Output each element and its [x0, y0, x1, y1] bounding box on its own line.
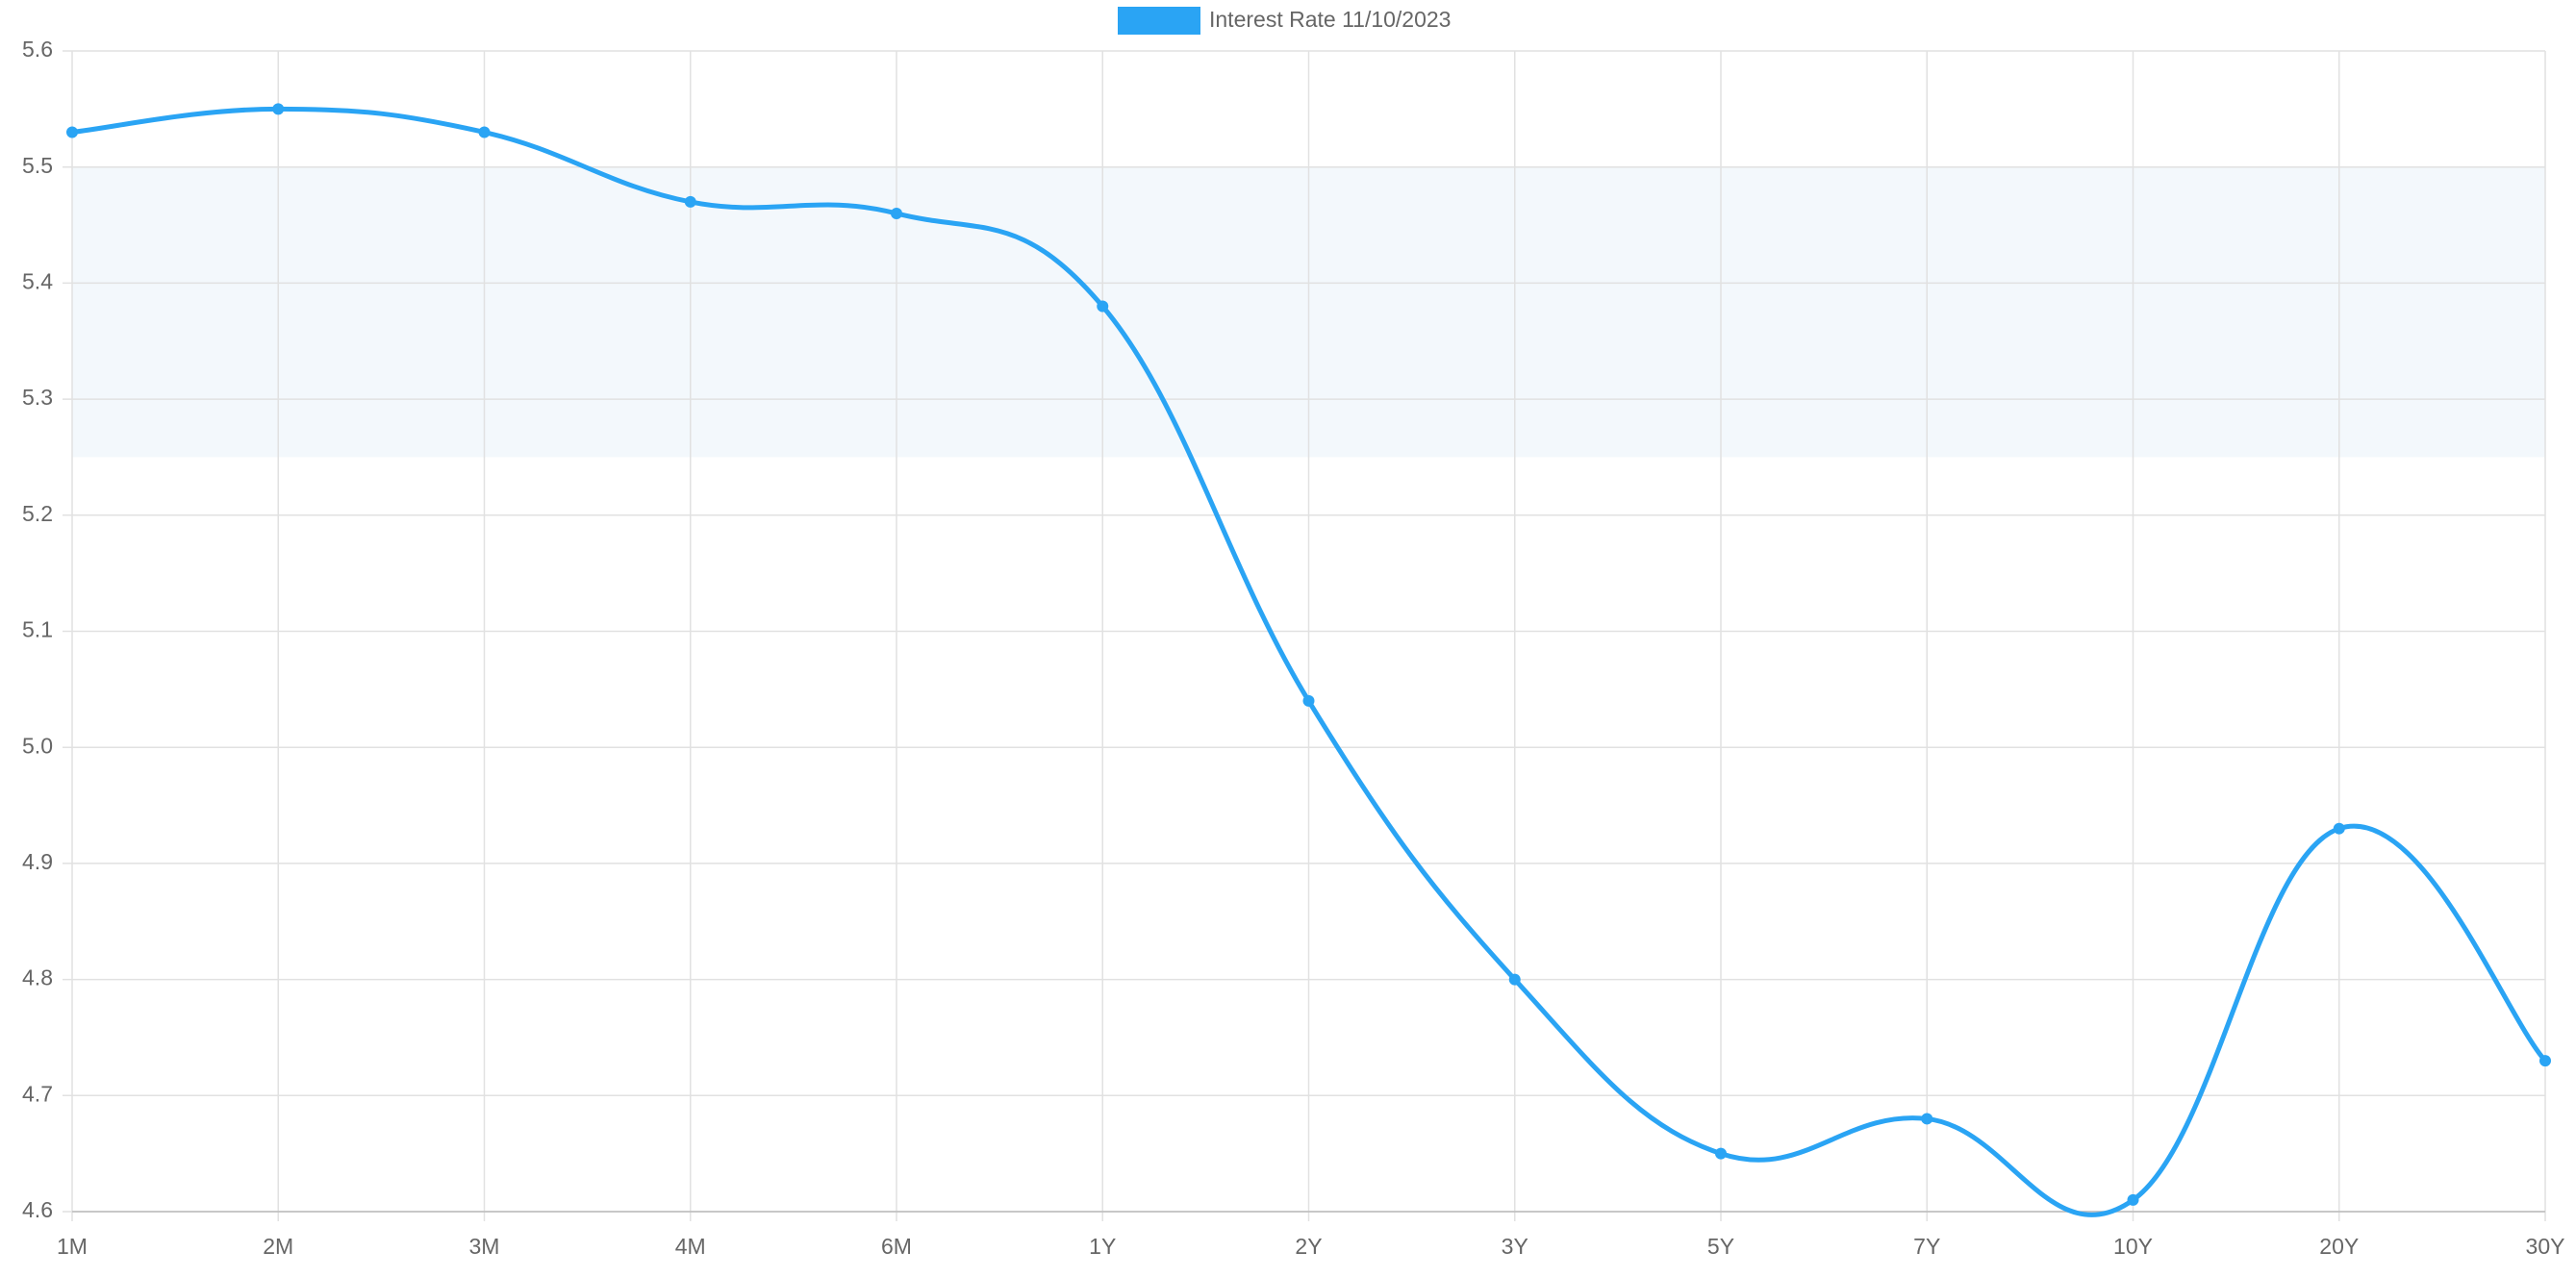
- x-tick-label: 1Y: [1089, 1234, 1116, 1259]
- data-point: [891, 207, 902, 219]
- data-point: [1715, 1147, 1727, 1160]
- data-point: [2127, 1193, 2139, 1206]
- y-tick-label: 4.7: [22, 1081, 53, 1106]
- y-tick-label: 4.8: [22, 965, 53, 990]
- series-line: [71, 106, 2547, 1217]
- x-tick-label: 20Y: [2319, 1234, 2359, 1259]
- data-point: [1302, 694, 1315, 707]
- y-tick-label: 4.9: [22, 849, 53, 874]
- y-tick-label: 5.5: [22, 153, 53, 178]
- data-point: [272, 103, 285, 115]
- y-tick-label: 5.0: [22, 733, 53, 758]
- legend-label: Interest Rate 11/10/2023: [1209, 7, 1451, 32]
- data-point: [1921, 1113, 1933, 1125]
- legend-swatch: [1118, 7, 1200, 35]
- data-point: [2333, 822, 2345, 835]
- y-tick-label: 5.2: [22, 501, 53, 526]
- x-tick-label: 4M: [675, 1234, 706, 1259]
- y-tick-label: 5.3: [22, 385, 53, 410]
- x-tick-label: 7Y: [1913, 1234, 1940, 1259]
- data-point: [1508, 973, 1521, 986]
- y-tick-label: 5.1: [22, 617, 53, 642]
- data-point: [478, 126, 491, 138]
- y-tick-label: 4.6: [22, 1197, 53, 1222]
- x-tick-label: 3Y: [1502, 1234, 1528, 1259]
- data-point: [2539, 1055, 2551, 1067]
- x-tick-label: 1M: [57, 1234, 88, 1259]
- x-tick-label: 3M: [469, 1234, 500, 1259]
- x-tick-label: 6M: [881, 1234, 912, 1259]
- x-tick-label: 2Y: [1295, 1234, 1322, 1259]
- data-point: [1097, 300, 1109, 313]
- y-tick-label: 5.4: [22, 268, 53, 293]
- data-point: [66, 126, 78, 138]
- x-tick-label: 30Y: [2526, 1234, 2565, 1259]
- y-tick-label: 5.6: [22, 37, 53, 62]
- x-tick-label: 5Y: [1707, 1234, 1734, 1259]
- data-point: [684, 195, 696, 208]
- x-tick-label: 10Y: [2113, 1234, 2153, 1259]
- x-tick-label: 2M: [263, 1234, 293, 1259]
